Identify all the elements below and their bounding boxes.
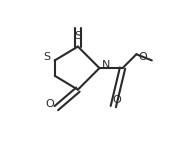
Text: O: O xyxy=(138,52,147,62)
Text: S: S xyxy=(74,31,81,41)
Text: S: S xyxy=(43,52,51,62)
Text: N: N xyxy=(101,60,110,70)
Text: O: O xyxy=(112,95,121,105)
Text: O: O xyxy=(46,98,55,109)
